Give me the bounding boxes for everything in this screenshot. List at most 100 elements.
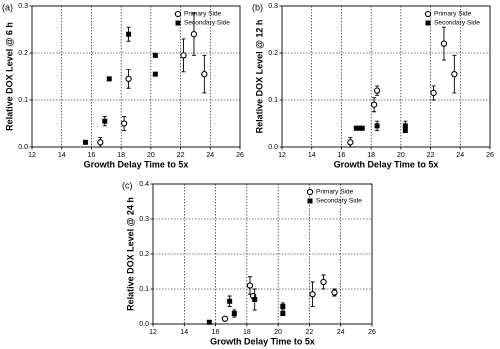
- legend-marker: [174, 10, 182, 18]
- x-tick-label: 14: [180, 329, 188, 336]
- x-tick-label: 14: [308, 152, 316, 159]
- point: [97, 139, 104, 146]
- legend-label: Primary Side: [316, 189, 354, 196]
- y-tick-label: 0.4: [139, 181, 149, 188]
- point: [347, 139, 354, 146]
- point: [180, 52, 187, 59]
- legend-marker: [306, 188, 314, 196]
- legend-label: Secondary Side: [184, 20, 230, 27]
- y-axis-title: Relative DOX Level @ 12 h: [254, 20, 264, 134]
- x-axis-title: Growth Delay Time to 5x: [210, 336, 315, 346]
- x-tick-label: 26: [236, 152, 244, 159]
- point: [353, 125, 359, 131]
- x-tick-label: 18: [243, 329, 251, 336]
- point: [451, 71, 458, 78]
- legend-marker: [175, 20, 181, 26]
- legend-label: Primary Side: [184, 11, 222, 18]
- x-tick-label: 24: [337, 329, 345, 336]
- x-tick-label: 16: [212, 329, 220, 336]
- y-tick-label: 0.3: [18, 3, 28, 10]
- point: [280, 311, 286, 316]
- y-tick-label: 0.1: [139, 286, 149, 293]
- y-tick-label: 0.1: [18, 97, 28, 104]
- point: [430, 89, 437, 97]
- point: [106, 76, 112, 82]
- x-tick-label: 22: [306, 329, 314, 336]
- point: [120, 120, 128, 127]
- legend-marker: [425, 20, 431, 26]
- point: [231, 311, 237, 316]
- x-tick-label: 26: [368, 329, 376, 336]
- point: [370, 101, 378, 108]
- point: [331, 289, 338, 296]
- panel-label: (b): [252, 2, 263, 12]
- point: [227, 298, 233, 304]
- x-tick-label: 22: [177, 152, 185, 159]
- y-tick-label: 0.3: [268, 3, 278, 10]
- panel: (c) 12 14 16 18 20 22 24 26 0.0 0.1 0.2 0.3 0.4 Growth…: [122, 180, 376, 346]
- x-tick-label: 24: [456, 152, 464, 159]
- plot-frame: [281, 5, 491, 148]
- plot-frame: [152, 183, 373, 325]
- point: [320, 278, 327, 286]
- point: [359, 125, 365, 131]
- point: [402, 128, 408, 134]
- x-tick-label: 18: [117, 152, 125, 159]
- y-tick-label: 0.2: [18, 50, 28, 57]
- x-tick-label: 12: [28, 152, 36, 159]
- y-tick-label: 0.2: [268, 50, 278, 57]
- x-tick-label: 16: [338, 152, 346, 159]
- x-tick-label: 12: [278, 152, 286, 159]
- point: [373, 87, 381, 94]
- point: [152, 71, 158, 77]
- x-tick-label: 20: [397, 152, 405, 159]
- legend-label: Secondary Side: [434, 20, 480, 27]
- x-tick-label: 20: [274, 329, 282, 336]
- y-tick-label: 0.2: [139, 251, 149, 258]
- point: [201, 71, 208, 78]
- point: [246, 282, 254, 289]
- point: [190, 31, 198, 38]
- y-tick-label: 0.0: [139, 321, 149, 328]
- plot-frame: [31, 5, 241, 148]
- x-tick-label: 14: [58, 152, 66, 159]
- y-axis-title: Relative DOX Level @ 24 h: [125, 197, 135, 311]
- x-tick-label: 22: [427, 152, 435, 159]
- x-axis-title: Growth Delay Time to 5x: [334, 159, 439, 169]
- y-tick-label: 0.1: [268, 97, 278, 104]
- x-tick-label: 20: [147, 152, 155, 159]
- panel: (a) 12 14 16 18 20 22 24 26 0.0 0.1 0.2 0.3 Growth De…: [2, 2, 244, 169]
- panel-label: (c): [122, 180, 133, 190]
- legend-label: Secondary Side: [316, 198, 362, 205]
- point: [82, 139, 88, 145]
- point: [126, 31, 132, 37]
- x-axis-title: Growth Delay Time to 5x: [84, 159, 189, 169]
- point: [402, 123, 408, 129]
- point: [440, 40, 448, 47]
- x-tick-label: 26: [486, 152, 494, 159]
- x-tick-label: 12: [149, 329, 157, 336]
- point: [252, 297, 258, 302]
- point: [102, 118, 108, 124]
- point: [152, 52, 158, 58]
- point: [374, 123, 380, 129]
- point: [125, 75, 132, 82]
- x-tick-label: 16: [88, 152, 96, 159]
- point: [356, 125, 362, 131]
- panel-label: (a): [2, 2, 13, 12]
- y-tick-label: 0.0: [18, 144, 28, 151]
- panel: (b) 12 14 16 18 20 22 24 26 0.0 0.1 0.2 0.3 Growth De…: [252, 2, 494, 169]
- y-tick-label: 0.0: [268, 144, 278, 151]
- legend-marker: [307, 198, 313, 204]
- point: [221, 315, 229, 322]
- x-tick-label: 24: [206, 152, 214, 159]
- x-tick-label: 18: [367, 152, 375, 159]
- legend-marker: [424, 10, 432, 18]
- y-tick-label: 0.3: [139, 216, 149, 223]
- point: [309, 291, 316, 298]
- y-axis-title: Relative DOX Level @ 6 h: [4, 22, 14, 131]
- point: [206, 319, 212, 325]
- legend-label: Primary Side: [434, 11, 472, 18]
- point: [280, 304, 286, 309]
